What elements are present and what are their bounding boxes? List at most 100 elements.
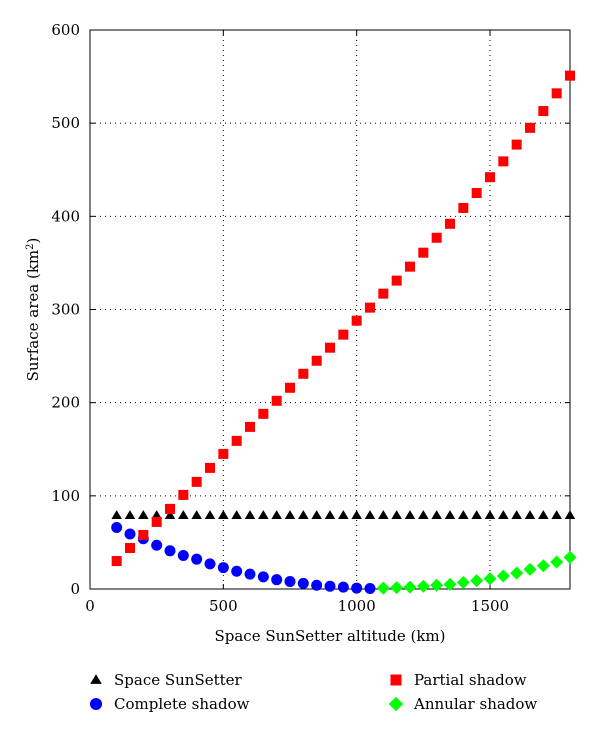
data-point-triangle xyxy=(271,510,282,519)
data-point-square xyxy=(285,382,295,393)
x-tick-label: 0 xyxy=(85,597,95,615)
data-point-square xyxy=(298,368,309,379)
data-point-diamond xyxy=(430,578,444,592)
legend-label: Annular shadow xyxy=(413,695,537,713)
data-point-square xyxy=(538,106,549,117)
data-point-circle xyxy=(337,581,349,593)
data-point-square xyxy=(378,288,389,299)
data-point-circle xyxy=(217,562,229,574)
x-tick-label: 1000 xyxy=(338,597,376,615)
data-point-square xyxy=(351,315,362,326)
data-point-diamond xyxy=(536,559,550,573)
data-point-triangle xyxy=(391,510,402,519)
data-point-square xyxy=(485,172,495,183)
data-point-triangle xyxy=(511,510,522,519)
series-diamond xyxy=(376,550,577,595)
data-point-square xyxy=(525,122,535,133)
axis-ticks: 0 500 1000 1500 0 100 200 300 400 500 600 xyxy=(51,21,570,615)
data-point-triangle xyxy=(351,510,362,519)
data-point-square xyxy=(471,188,482,199)
data-point-circle xyxy=(204,558,216,570)
y-axis-title-close: ) xyxy=(24,238,42,244)
legend-label: Space SunSetter xyxy=(114,671,243,689)
data-point-square xyxy=(245,421,255,432)
data-point-circle xyxy=(164,545,176,557)
data-point-square xyxy=(138,529,149,540)
data-point-circle xyxy=(177,549,189,561)
data-point-triangle xyxy=(444,510,456,519)
y-axis-title-main: Surface area (km xyxy=(24,250,42,382)
data-point-triangle xyxy=(124,510,136,519)
data-point-triangle xyxy=(178,510,189,519)
data-point-triangle xyxy=(431,510,442,519)
data-point-triangle xyxy=(151,510,162,519)
legend-item: Space SunSetter xyxy=(90,671,243,689)
y-tick-label: 100 xyxy=(51,487,80,505)
data-point-diamond xyxy=(510,566,524,580)
data-point-triangle xyxy=(311,510,322,519)
data-point-diamond xyxy=(470,574,484,588)
data-point-triangle xyxy=(404,510,416,519)
data-point-circle xyxy=(257,571,269,583)
legend-item: Complete shadow xyxy=(89,695,250,713)
data-point-diamond xyxy=(483,572,497,586)
legend-marker-diamond xyxy=(388,696,404,712)
data-point-square xyxy=(338,329,349,340)
data-point-diamond xyxy=(550,555,564,569)
x-axis-title: Space SunSetter altitude (km) xyxy=(214,627,445,645)
data-point-square xyxy=(231,435,242,446)
data-point-triangle xyxy=(498,510,509,519)
legend: Space SunSetter Complete shadow Partial sh… xyxy=(89,671,537,713)
data-point-triangle xyxy=(458,510,469,519)
data-point-triangle xyxy=(338,510,349,519)
legend-label: Partial shadow xyxy=(414,671,527,689)
series-triangle xyxy=(111,510,576,519)
data-point-triangle xyxy=(231,510,242,519)
data-point-diamond xyxy=(403,580,417,594)
data-point-circle xyxy=(324,580,336,592)
data-point-triangle xyxy=(218,510,229,519)
data-point-square xyxy=(165,503,175,514)
legend-marker-square xyxy=(390,674,402,686)
series-square xyxy=(111,70,575,567)
data-point-circle xyxy=(271,574,283,586)
data-point-square xyxy=(498,156,509,167)
data-point-square xyxy=(178,489,189,500)
data-point-diamond xyxy=(496,569,510,583)
data-point-square xyxy=(458,202,469,213)
grid-lines xyxy=(90,30,570,589)
data-point-square xyxy=(391,275,402,286)
data-point-square xyxy=(205,462,215,473)
data-point-triangle xyxy=(564,510,576,519)
data-point-triangle xyxy=(378,510,389,519)
data-point-square xyxy=(365,302,375,313)
data-point-triangle xyxy=(191,510,202,519)
data-point-diamond xyxy=(376,581,390,595)
data-point-square xyxy=(418,247,429,258)
data-point-circle xyxy=(311,579,323,591)
data-point-diamond xyxy=(456,575,470,589)
series-circle xyxy=(111,522,376,595)
legend-label: Complete shadow xyxy=(114,695,250,713)
y-tick-label: 400 xyxy=(51,207,80,225)
legend-item: Annular shadow xyxy=(388,695,537,713)
y-axis-title: Surface area (km2) xyxy=(24,238,42,382)
data-point-square xyxy=(551,88,562,99)
data-point-diamond xyxy=(523,562,537,576)
data-point-triangle xyxy=(111,510,122,519)
data-point-triangle xyxy=(551,510,562,519)
y-axis-title-sup: 2 xyxy=(25,243,36,249)
data-point-diamond xyxy=(563,550,577,564)
data-point-diamond xyxy=(416,579,430,593)
data-point-circle xyxy=(284,576,296,588)
data-point-triangle xyxy=(538,510,549,519)
legend-marker-circle xyxy=(89,697,103,711)
data-point-triangle xyxy=(164,510,176,519)
data-point-triangle xyxy=(471,510,482,519)
data-point-circle xyxy=(111,522,123,534)
data-point-circle xyxy=(191,553,203,565)
data-point-diamond xyxy=(443,577,457,591)
data-point-triangle xyxy=(524,510,536,519)
data-point-square xyxy=(565,70,575,81)
